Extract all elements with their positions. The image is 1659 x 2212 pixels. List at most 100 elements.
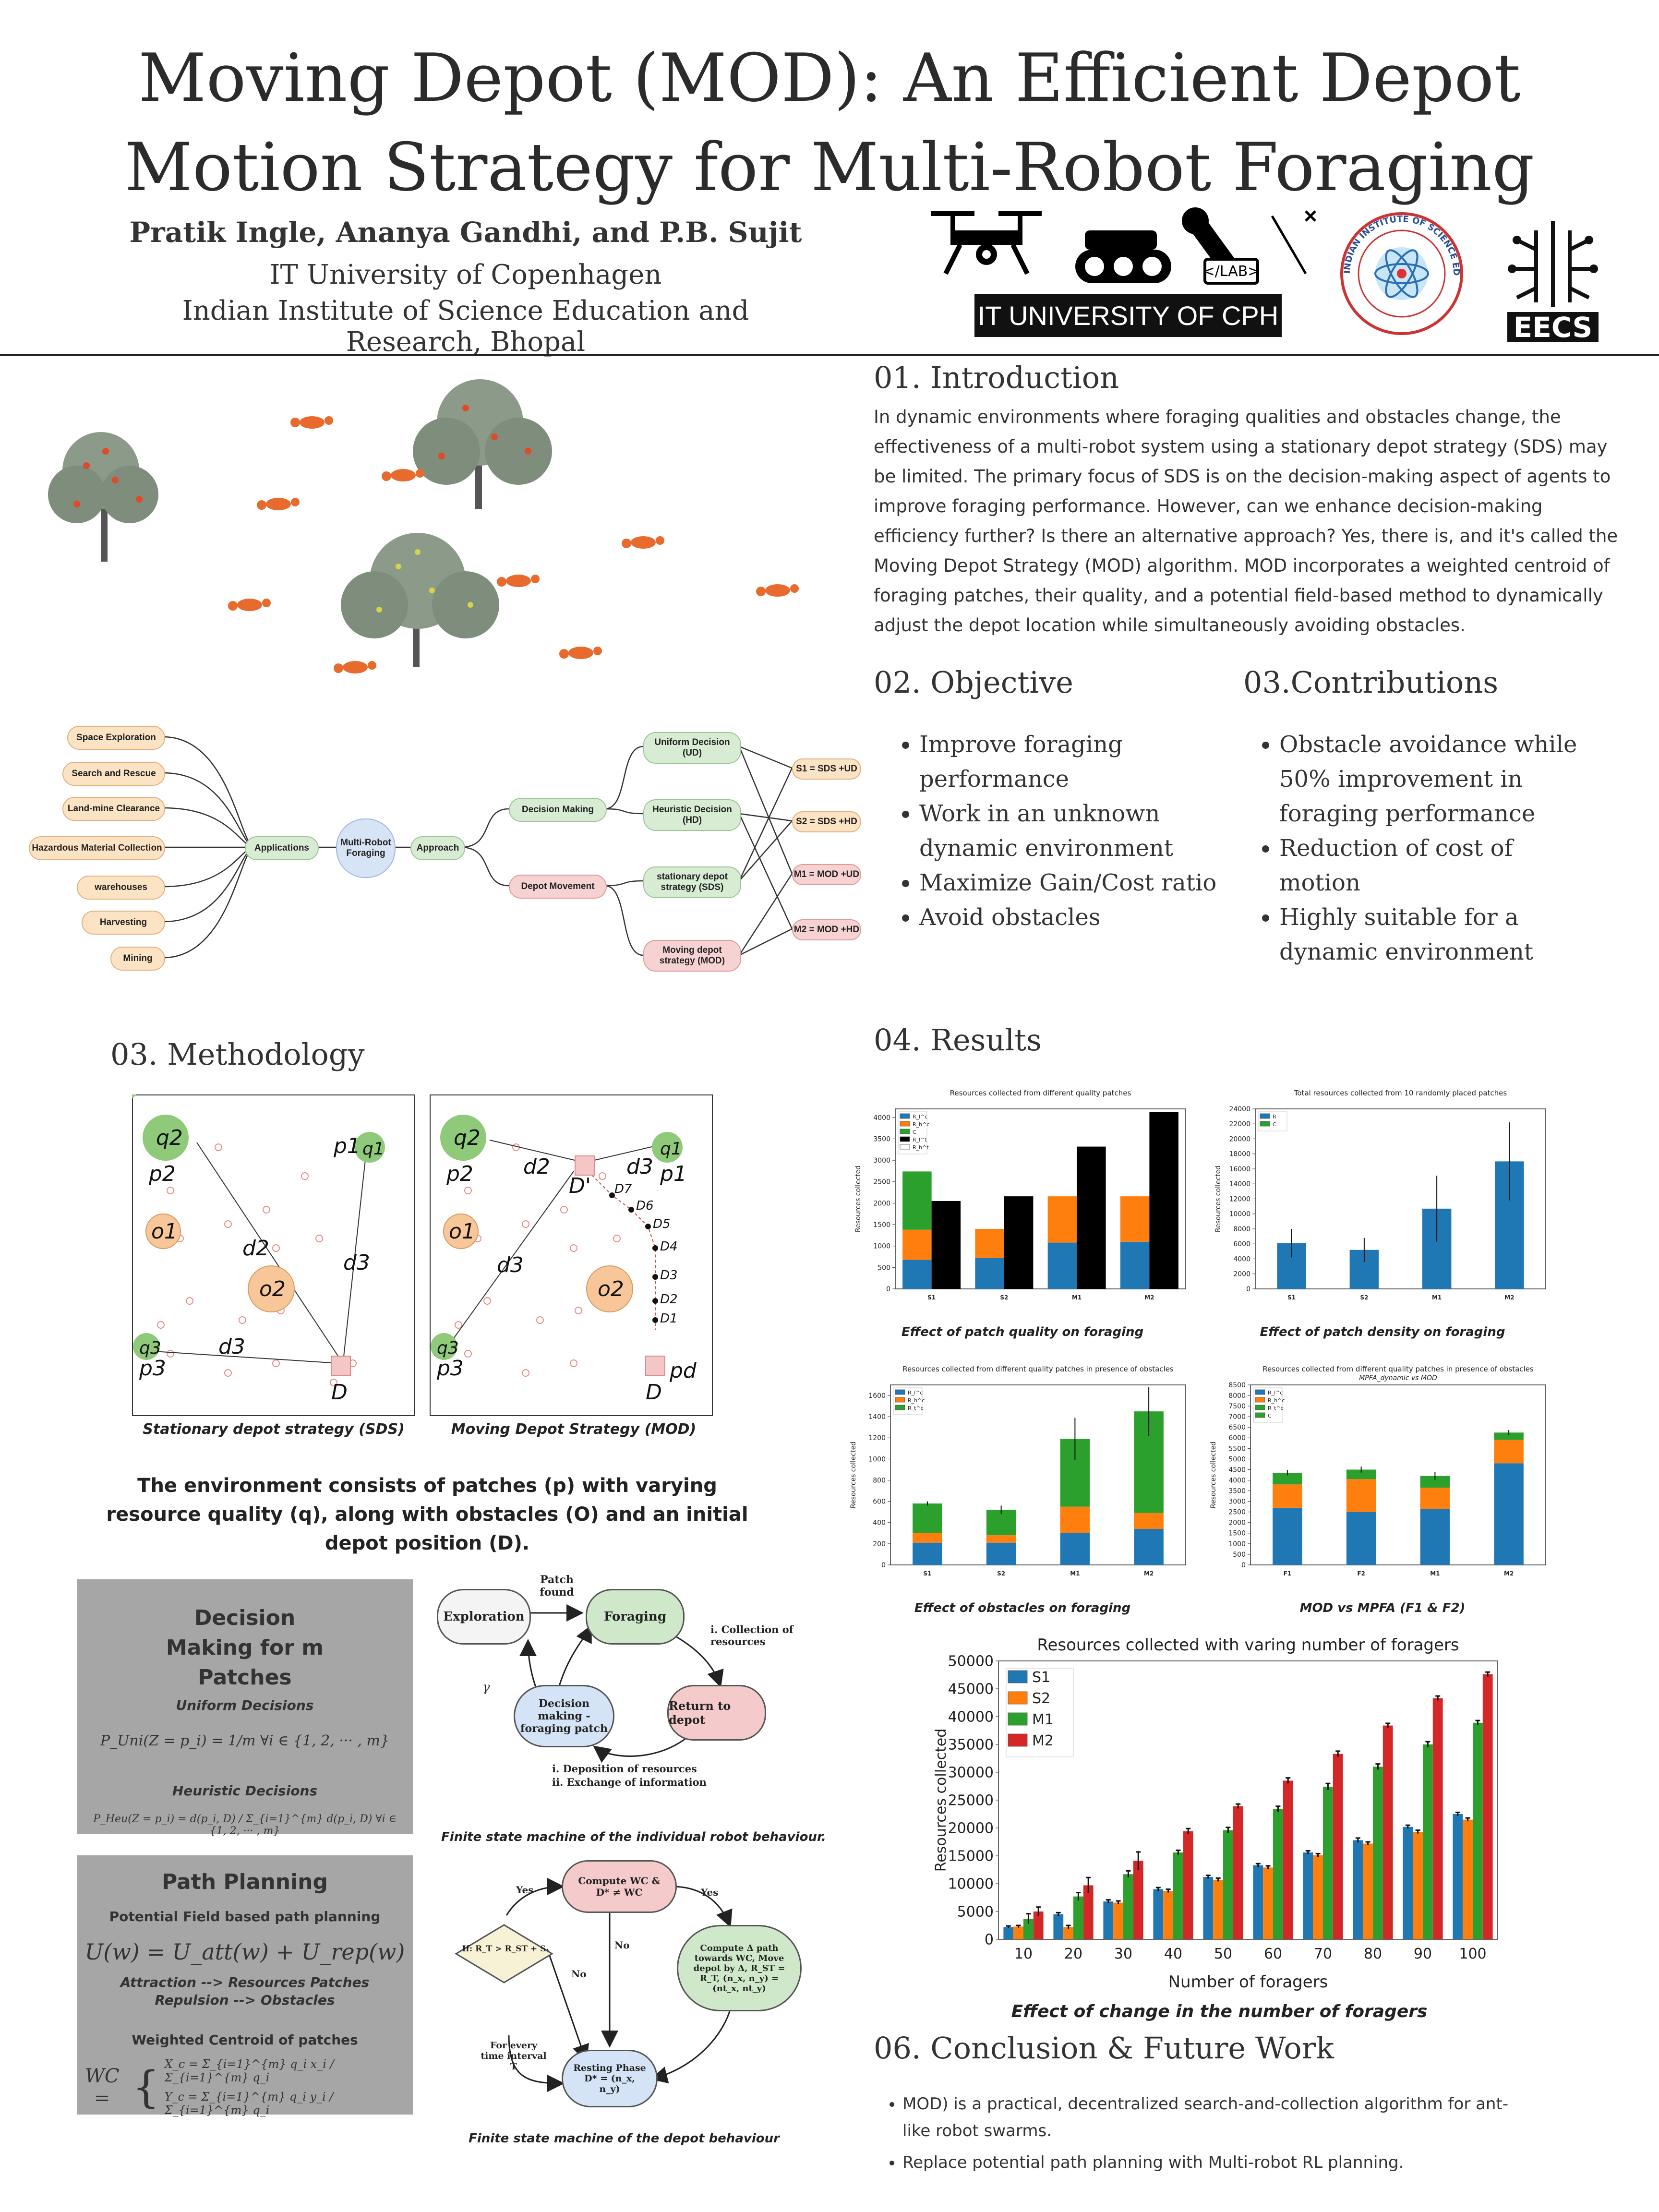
- patch-q1: [652, 1132, 683, 1163]
- bar: [1453, 1814, 1463, 1939]
- y-tick-label: 10000: [1229, 1211, 1250, 1218]
- y-axis-label: Resources collected: [933, 1729, 950, 1872]
- y-tick-label: 2000: [1233, 1271, 1250, 1278]
- y-tick-label: 600: [873, 1498, 886, 1506]
- bar: [986, 1542, 1016, 1565]
- state-decision: Decision making - foraging patch: [514, 1685, 614, 1747]
- x-tick-label: M1: [1432, 1294, 1442, 1301]
- y-tick-label: 35000: [948, 1737, 994, 1754]
- bar: [1120, 1241, 1150, 1289]
- x-tick-label: 100: [1459, 1946, 1486, 1962]
- legend-swatch: [1260, 1121, 1270, 1127]
- app-search-rescue: Search and Rescue: [62, 762, 165, 786]
- x-tick-label: F1: [1284, 1570, 1292, 1577]
- bar: [1363, 1843, 1373, 1939]
- y-tick-label: 30000: [948, 1765, 994, 1781]
- state-compute-delta: Compute Δ path towards WC, Move depot by…: [677, 1925, 802, 2011]
- header-divider: [0, 354, 1659, 356]
- bar: [1420, 1509, 1450, 1565]
- every-interval-label: For every time interval T: [481, 2040, 547, 2072]
- app-warehouses: warehouses: [77, 876, 165, 900]
- bar: [1273, 1484, 1302, 1508]
- x-tick-label: S2: [1360, 1294, 1368, 1301]
- eecs-logo: EECS: [1507, 221, 1599, 344]
- y-tick-label: 4000: [873, 1114, 890, 1122]
- y-tick-label: 500: [1233, 1551, 1246, 1559]
- y-tick-label: 5000: [1228, 1455, 1246, 1463]
- bar: [1432, 1698, 1443, 1939]
- bar: [1273, 1809, 1283, 1939]
- patch-q3: [431, 1333, 457, 1360]
- fsm-depot-edges: [455, 1878, 733, 2092]
- bar: [986, 1535, 1016, 1543]
- y-tick-label: 18000: [1229, 1151, 1250, 1158]
- svg-text:p2: p2: [148, 1162, 176, 1186]
- drone-icon: [931, 211, 1042, 275]
- bar: [1163, 1891, 1173, 1939]
- y-tick-label: 14000: [1229, 1180, 1250, 1188]
- bar: [1123, 1874, 1133, 1939]
- bar: [1323, 1787, 1333, 1939]
- y-tick-label: 4000: [1228, 1477, 1246, 1484]
- chart-title: Resources collected from different quali…: [1262, 1365, 1534, 1373]
- svg-text:q1: q1: [362, 1139, 385, 1159]
- svg-text:d3: d3: [497, 1253, 524, 1277]
- bar: [1149, 1112, 1178, 1289]
- contribution-item: Reduction of cost of motion: [1279, 831, 1596, 900]
- affiliation-itu: IT University of Copenhagen: [269, 259, 662, 290]
- foraging-illustration: [48, 379, 799, 673]
- x-tick-label: S2: [997, 1570, 1005, 1577]
- y-tick-label: 8000: [1233, 1226, 1250, 1233]
- bar: [931, 1201, 961, 1289]
- bar: [1494, 1440, 1524, 1464]
- bar: [986, 1510, 1016, 1536]
- x-tick-label: M2: [1144, 1294, 1154, 1301]
- affiliation-iiser: Indian Institute of Science Education an…: [182, 295, 749, 358]
- y-tick-label: 2000: [1228, 1519, 1246, 1527]
- chart-title: Resources collected from different quali…: [950, 1089, 1131, 1097]
- y-tick-label: 25000: [948, 1792, 994, 1809]
- y-axis-label: Resources collected: [850, 1442, 857, 1508]
- y-tick-label: 3500: [873, 1135, 890, 1143]
- x-axis-label: Number of foragers: [1168, 1972, 1328, 1992]
- objective-item: Avoid obstacles: [919, 900, 1217, 935]
- svg-text:D3: D3: [660, 1268, 678, 1283]
- legend-swatch: [900, 1113, 910, 1119]
- svg-text:p1: p1: [660, 1162, 687, 1186]
- x-tick-label: 60: [1264, 1946, 1282, 1962]
- svg-text:p1: p1: [333, 1134, 361, 1158]
- x-tick-label: 20: [1064, 1946, 1082, 1962]
- bar: [1403, 1827, 1413, 1939]
- objective-item: Work in an unknown dynamic environment: [919, 796, 1217, 866]
- depot-D: [645, 1356, 665, 1376]
- y-tick-label: 24000: [1229, 1106, 1250, 1113]
- y-tick-label: 3500: [1228, 1487, 1246, 1495]
- decision-box-title: Decision Making for m Patches: [166, 1606, 324, 1690]
- x-tick-label: S2: [1000, 1294, 1008, 1301]
- bar: [1382, 1725, 1393, 1939]
- state-foraging: Foraging: [586, 1589, 685, 1645]
- svg-text:D: D: [331, 1380, 348, 1405]
- gamma-label: γ: [482, 1680, 490, 1695]
- condition-diamond: [455, 1924, 553, 1984]
- chart-patch-quality: Resources collected from different quali…: [850, 1085, 1195, 1315]
- y-tick-label: 0: [1246, 1286, 1250, 1293]
- y-tick-label: 1000: [868, 1455, 886, 1463]
- y-tick-label: 0: [881, 1562, 886, 1569]
- robot-arm-icon: </LAB>: [1182, 207, 1316, 285]
- legend-label: C: [1268, 1413, 1272, 1419]
- eecs-logo-text: EECS: [1514, 311, 1593, 344]
- legend-label: R_h^c: [908, 1397, 925, 1404]
- potential-formula: U(w) = U_att(w) + U_rep(w): [84, 1939, 405, 1965]
- svg-text:D6: D6: [636, 1199, 654, 1213]
- title-line-2: Motion Strategy for Multi-Robot Foraging: [124, 129, 1535, 206]
- bar: [1273, 1507, 1302, 1565]
- contribution-item: Highly suitable for a dynamic environmen…: [1279, 900, 1596, 969]
- y-tick-label: 12000: [1229, 1195, 1250, 1203]
- legend-label: R_h^t: [913, 1144, 929, 1151]
- plot-frame: [895, 1108, 1186, 1289]
- bar: [1353, 1840, 1363, 1939]
- y-tick-label: 1600: [868, 1392, 886, 1400]
- svg-text:D': D': [569, 1174, 591, 1198]
- conclusion-item: MOD) is a practical, decentralized searc…: [902, 2091, 1536, 2144]
